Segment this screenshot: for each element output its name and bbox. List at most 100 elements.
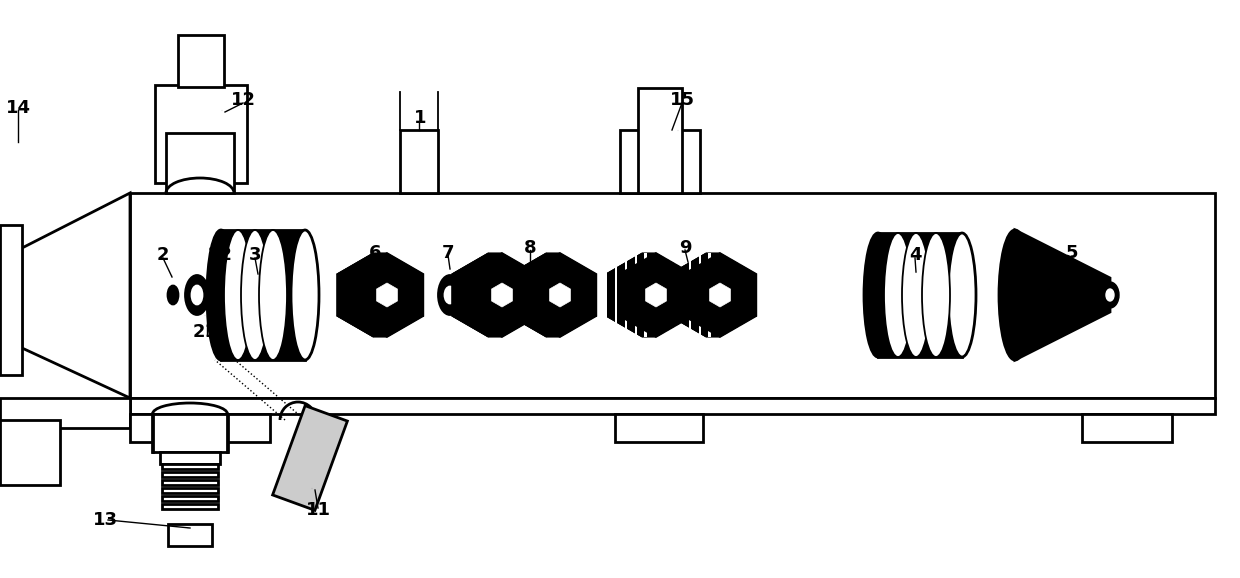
Bar xyxy=(668,253,671,337)
Polygon shape xyxy=(477,283,498,307)
Ellipse shape xyxy=(438,275,463,315)
Ellipse shape xyxy=(192,286,202,304)
Ellipse shape xyxy=(207,230,236,360)
Ellipse shape xyxy=(241,230,269,360)
Ellipse shape xyxy=(259,230,286,360)
Polygon shape xyxy=(546,316,596,337)
Bar xyxy=(130,193,1215,398)
Polygon shape xyxy=(510,316,560,337)
Bar xyxy=(639,88,682,193)
Polygon shape xyxy=(670,274,683,316)
Bar xyxy=(615,253,618,337)
Text: 13: 13 xyxy=(93,511,118,529)
Bar xyxy=(155,85,247,183)
Bar xyxy=(162,488,218,493)
Polygon shape xyxy=(489,253,538,274)
Polygon shape xyxy=(706,253,756,274)
Text: 9: 9 xyxy=(678,239,691,257)
Text: 11: 11 xyxy=(305,501,331,519)
Polygon shape xyxy=(451,274,466,316)
Text: 3: 3 xyxy=(249,246,262,264)
Ellipse shape xyxy=(291,230,319,360)
Bar xyxy=(162,496,218,501)
Bar xyxy=(635,253,637,337)
Bar xyxy=(738,253,740,337)
Text: 4: 4 xyxy=(909,246,921,264)
Text: 22: 22 xyxy=(207,246,233,264)
Bar xyxy=(678,253,681,337)
Ellipse shape xyxy=(185,275,210,315)
Polygon shape xyxy=(605,274,620,316)
Ellipse shape xyxy=(224,230,252,360)
Polygon shape xyxy=(536,283,557,307)
Polygon shape xyxy=(510,253,583,337)
Polygon shape xyxy=(351,253,423,337)
Polygon shape xyxy=(546,253,596,274)
Polygon shape xyxy=(706,316,756,337)
Polygon shape xyxy=(523,253,596,337)
Polygon shape xyxy=(336,253,387,274)
Polygon shape xyxy=(362,283,383,307)
Polygon shape xyxy=(683,253,756,337)
Polygon shape xyxy=(336,316,387,337)
Polygon shape xyxy=(678,274,692,316)
Polygon shape xyxy=(642,316,692,337)
Polygon shape xyxy=(510,274,523,316)
Polygon shape xyxy=(1016,230,1110,360)
Bar xyxy=(162,480,218,485)
Text: 5: 5 xyxy=(1065,244,1079,262)
Polygon shape xyxy=(642,253,692,274)
Bar xyxy=(221,230,305,360)
Bar xyxy=(130,414,270,442)
Polygon shape xyxy=(605,253,656,274)
Bar xyxy=(0,225,22,375)
Bar xyxy=(160,452,219,464)
Polygon shape xyxy=(373,316,423,337)
Ellipse shape xyxy=(999,230,1030,360)
Polygon shape xyxy=(646,283,666,307)
Bar xyxy=(688,253,691,337)
Ellipse shape xyxy=(167,286,179,304)
Polygon shape xyxy=(451,253,502,274)
Polygon shape xyxy=(466,253,538,337)
Bar xyxy=(675,253,677,337)
Polygon shape xyxy=(605,253,678,337)
Bar xyxy=(878,233,962,357)
Bar xyxy=(625,253,627,337)
Bar xyxy=(645,253,647,337)
Bar xyxy=(1083,414,1172,442)
Text: 7: 7 xyxy=(441,244,454,262)
Polygon shape xyxy=(336,253,409,337)
Ellipse shape xyxy=(884,233,911,357)
Polygon shape xyxy=(510,253,560,274)
Bar xyxy=(615,414,703,442)
Polygon shape xyxy=(451,316,502,337)
Text: 6: 6 xyxy=(368,244,381,262)
Text: 2: 2 xyxy=(156,246,169,264)
Polygon shape xyxy=(373,253,423,274)
Polygon shape xyxy=(489,316,538,337)
Bar xyxy=(130,398,1215,414)
Polygon shape xyxy=(22,193,130,398)
Text: 12: 12 xyxy=(231,91,255,109)
Text: 8: 8 xyxy=(523,239,537,257)
Polygon shape xyxy=(583,274,596,316)
Text: 21: 21 xyxy=(192,323,217,341)
Bar xyxy=(718,253,720,337)
Bar xyxy=(698,253,701,337)
Polygon shape xyxy=(605,316,656,337)
Bar xyxy=(401,130,438,193)
Text: 15: 15 xyxy=(670,91,694,109)
Polygon shape xyxy=(670,253,743,337)
Polygon shape xyxy=(549,283,570,307)
Bar xyxy=(0,398,130,428)
Bar xyxy=(708,253,711,337)
Ellipse shape xyxy=(445,287,455,303)
Bar xyxy=(167,524,212,546)
Bar xyxy=(166,133,234,193)
Ellipse shape xyxy=(949,233,976,357)
Ellipse shape xyxy=(1101,282,1118,308)
Bar xyxy=(162,504,218,509)
Bar xyxy=(162,464,218,469)
Ellipse shape xyxy=(923,233,950,357)
